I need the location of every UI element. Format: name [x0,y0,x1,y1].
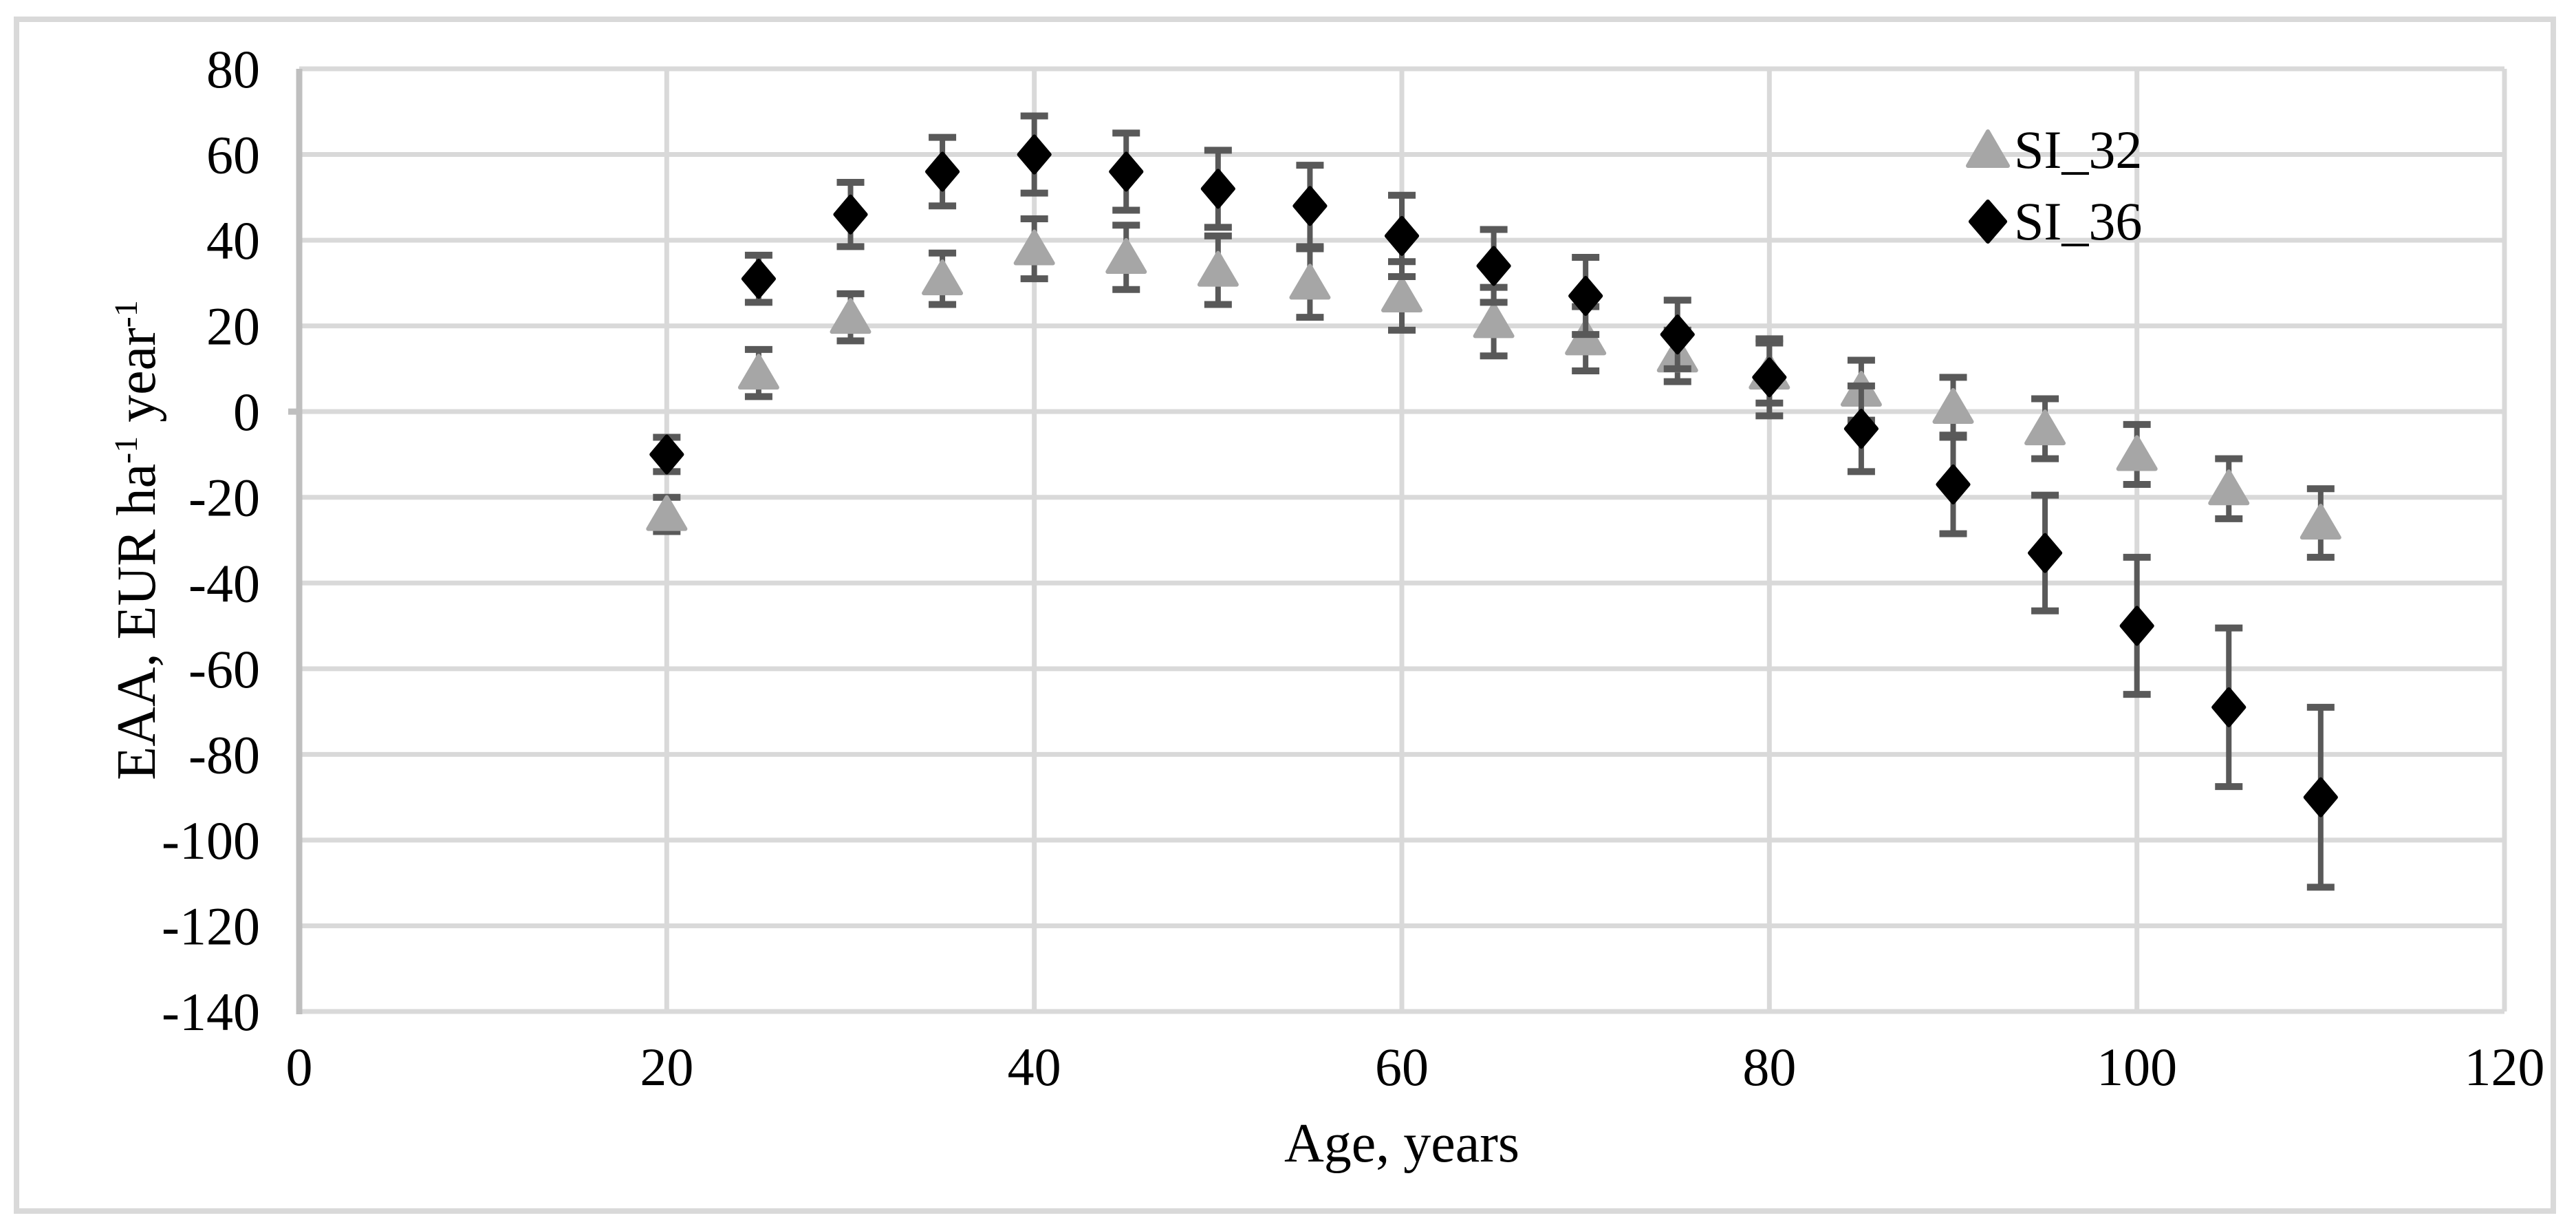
triangle-marker [922,259,964,296]
diamond-marker [1660,314,1695,355]
triangle-marker [1289,264,1331,300]
diamond-marker [2211,687,2247,727]
y-tick-label: -140 [162,982,260,1042]
triangle-marker [1473,302,1515,339]
diamond-marker [1385,215,1419,256]
legend-label: SI_32 [2014,120,2142,180]
triangle-marker [1381,277,1422,313]
y-tick-label: -80 [188,725,260,784]
triangle-marker [1013,229,1055,266]
y-tick-label: 80 [206,39,260,99]
triangle-marker [1105,238,1147,274]
markers-SI_36 [649,134,2338,817]
diamond-marker [2303,777,2338,817]
triangle-marker [1197,250,1239,287]
diamond-marker [1969,200,2007,244]
y-tick-label: -120 [162,896,260,956]
legend-label: SI_36 [2014,191,2142,251]
gridlines [299,66,2507,1014]
diamond-marker [741,259,776,299]
diamond-marker [2119,606,2154,646]
diamond-marker [649,434,684,475]
triangle-marker [1932,387,1974,424]
triangle-marker [2024,409,2066,446]
x-tick-label: 120 [2465,1037,2545,1097]
chart-border [14,17,2556,1214]
y-tick-label: 60 [206,125,260,185]
triangle-marker [646,495,688,531]
x-tick-label: 80 [1742,1037,1796,1097]
y-tick-label: -100 [162,811,260,870]
legend-item-SI_36: SI_36 [1969,191,2142,251]
triangle-marker [830,298,872,334]
y-tick-label: 20 [206,297,260,356]
y-tick-label: -40 [188,553,260,613]
diamond-marker [1017,134,1052,175]
diamond-marker [1109,151,1144,192]
triangle-marker [737,354,779,390]
legend: SI_32 SI_36 [1966,120,2142,251]
triangle-marker [2208,469,2250,506]
triangle-marker [1966,129,2010,168]
legend-item-SI_32: SI_32 [1966,120,2142,180]
diamond-marker [1476,246,1511,286]
diamond-marker [925,151,960,192]
diamond-marker [1752,357,1787,398]
x-tick-label: 60 [1375,1037,1429,1097]
x-tick-label: 40 [1008,1037,1061,1097]
x-tick-label: 100 [2097,1037,2177,1097]
x-tick-label: 0 [286,1037,313,1097]
y-axis-title: EAA, EUR ha-1 year-1 [107,300,167,780]
x-tick-labels: 0 20 40 60 80 100 120 [286,1037,2545,1097]
y-tick-labels: -140 -120 -100 -80 -60 -40 -20 0 20 40 60 80 [162,39,260,1042]
diamond-marker [2028,533,2063,573]
x-tick-label: 20 [640,1037,693,1097]
diamond-marker [1936,464,1971,505]
y-tick-label: -20 [188,468,260,528]
diamond-marker [1200,169,1235,209]
series-SI_36 [649,112,2338,891]
diamond-marker [833,194,868,235]
y-tick-label: 0 [233,382,260,442]
y-tick-label: -60 [188,639,260,699]
diamond-marker [1843,409,1879,449]
triangle-marker [2116,435,2158,471]
y-tick-label: 40 [206,211,260,270]
diamond-marker [1292,186,1328,226]
diamond-marker [1568,276,1603,317]
x-axis-title: Age, years [1284,1113,1519,1174]
triangle-marker [2299,504,2341,540]
